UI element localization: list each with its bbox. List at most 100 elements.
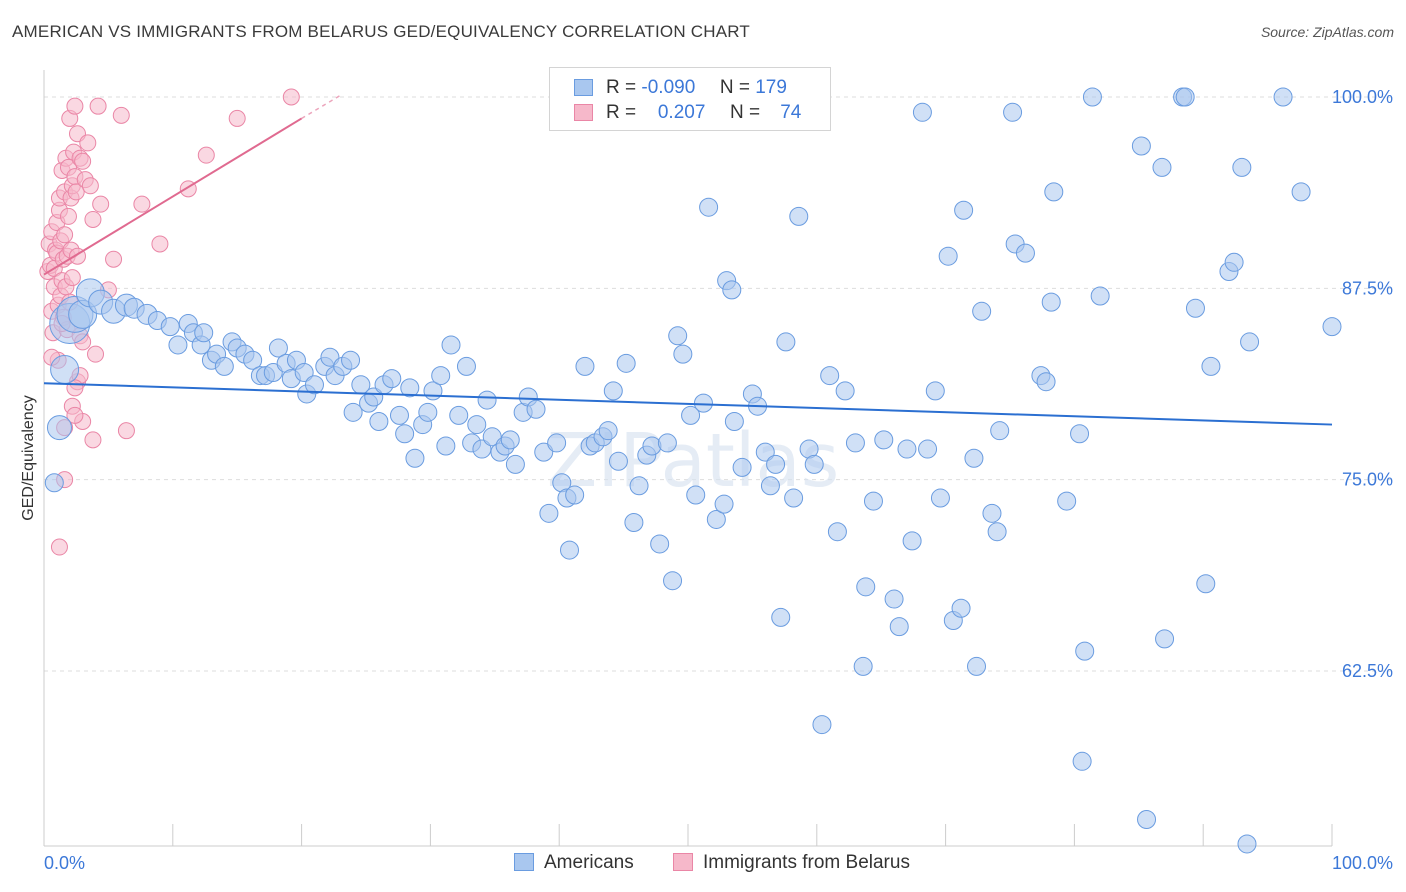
americans-point [1075, 641, 1095, 661]
americans-swatch [574, 79, 593, 96]
americans-point [835, 381, 855, 401]
americans-point [400, 378, 420, 398]
americans-point [500, 430, 520, 450]
axes [43, 70, 1333, 847]
belarus-point [151, 235, 169, 253]
americans-point [50, 354, 80, 384]
americans-point [789, 206, 809, 226]
belarus-point [56, 226, 74, 244]
belarus-point [67, 183, 85, 201]
americans-point [925, 381, 945, 401]
americans-point [431, 366, 451, 386]
americans-point [1090, 286, 1110, 306]
americans-point [320, 347, 340, 367]
americans-point [673, 344, 693, 364]
belarus-legend-label: Immigrants from Belarus [703, 852, 910, 873]
americans-point [395, 424, 415, 444]
americans-point [369, 412, 389, 432]
belarus-point [59, 207, 77, 225]
x-tick-label: 0.0% [44, 853, 85, 873]
americans-point [657, 433, 677, 453]
americans-point [853, 656, 873, 676]
americans-points [44, 87, 1342, 854]
americans-point [714, 494, 734, 514]
americans-point [954, 200, 974, 220]
belarus-legend-swatch [673, 853, 693, 871]
americans-point [263, 363, 283, 383]
belarus-point [117, 422, 135, 440]
belarus-point [228, 109, 246, 127]
americans-point [668, 326, 688, 346]
americans-point [575, 356, 595, 376]
americans-point [1131, 136, 1151, 156]
americans-point [972, 301, 992, 321]
americans-point [771, 607, 791, 627]
americans-point [889, 617, 909, 637]
americans-point [44, 473, 64, 493]
americans-point [755, 442, 775, 462]
americans-point [441, 335, 461, 355]
americans-point [1201, 356, 1221, 376]
belarus-point [84, 210, 102, 228]
americans-point [930, 488, 950, 508]
americans-point [987, 522, 1007, 542]
americans-point [1082, 87, 1102, 107]
americans-point [686, 485, 706, 505]
americans-point [560, 540, 580, 560]
americans-point [616, 353, 636, 373]
americans-point [477, 390, 497, 410]
americans-point [608, 451, 628, 471]
r-value-americans: -0.090 [641, 77, 696, 98]
y-axis-label: GED/Equivalency [20, 395, 37, 520]
americans-point [722, 280, 742, 300]
americans-point [214, 356, 234, 376]
n-value-americans: 179 [755, 77, 787, 98]
americans-point [46, 415, 72, 441]
n-label: N = [729, 102, 761, 123]
americans-point [436, 436, 456, 456]
americans-point [827, 522, 847, 542]
belarus-point [63, 269, 81, 287]
americans-point [526, 399, 546, 419]
americans-point [1057, 491, 1077, 511]
americans-point [534, 442, 554, 462]
americans-point [663, 571, 683, 591]
americans-point [1044, 182, 1064, 202]
americans-point [472, 439, 492, 459]
r-label: R = [606, 102, 637, 123]
americans-point [194, 323, 214, 343]
bottom-legend-americans: Americans [514, 852, 634, 874]
americans-point [1175, 87, 1195, 107]
americans-point [964, 448, 984, 468]
belarus-trend-line [43, 117, 303, 276]
americans-point [1036, 372, 1056, 392]
n-value-belarus: 74 [780, 102, 802, 123]
belarus-point [92, 195, 110, 213]
americans-point [389, 405, 409, 425]
americans-point [294, 363, 314, 383]
n-label: N = [719, 77, 750, 98]
r-label: R = [606, 77, 637, 98]
americans-point [603, 381, 623, 401]
americans-point [456, 356, 476, 376]
americans-point [650, 534, 670, 554]
y-tick-label: 87.5% [1342, 278, 1393, 298]
belarus-point [282, 88, 300, 106]
americans-point [902, 531, 922, 551]
americans-legend-label: Americans [544, 852, 634, 873]
americans-point [547, 433, 567, 453]
trend-lines [43, 94, 1333, 426]
americans-point [874, 430, 894, 450]
belarus-point [84, 431, 102, 449]
americans-point [884, 589, 904, 609]
americans-point [699, 197, 719, 217]
americans-point [776, 332, 796, 352]
americans-point [1196, 574, 1216, 594]
x-tick-label: 100.0% [1332, 853, 1393, 873]
americans-point [856, 577, 876, 597]
americans-point [1273, 87, 1293, 107]
americans-point [724, 412, 744, 432]
americans-point [304, 375, 324, 395]
americans-point [449, 405, 469, 425]
americans-point [1137, 809, 1157, 829]
